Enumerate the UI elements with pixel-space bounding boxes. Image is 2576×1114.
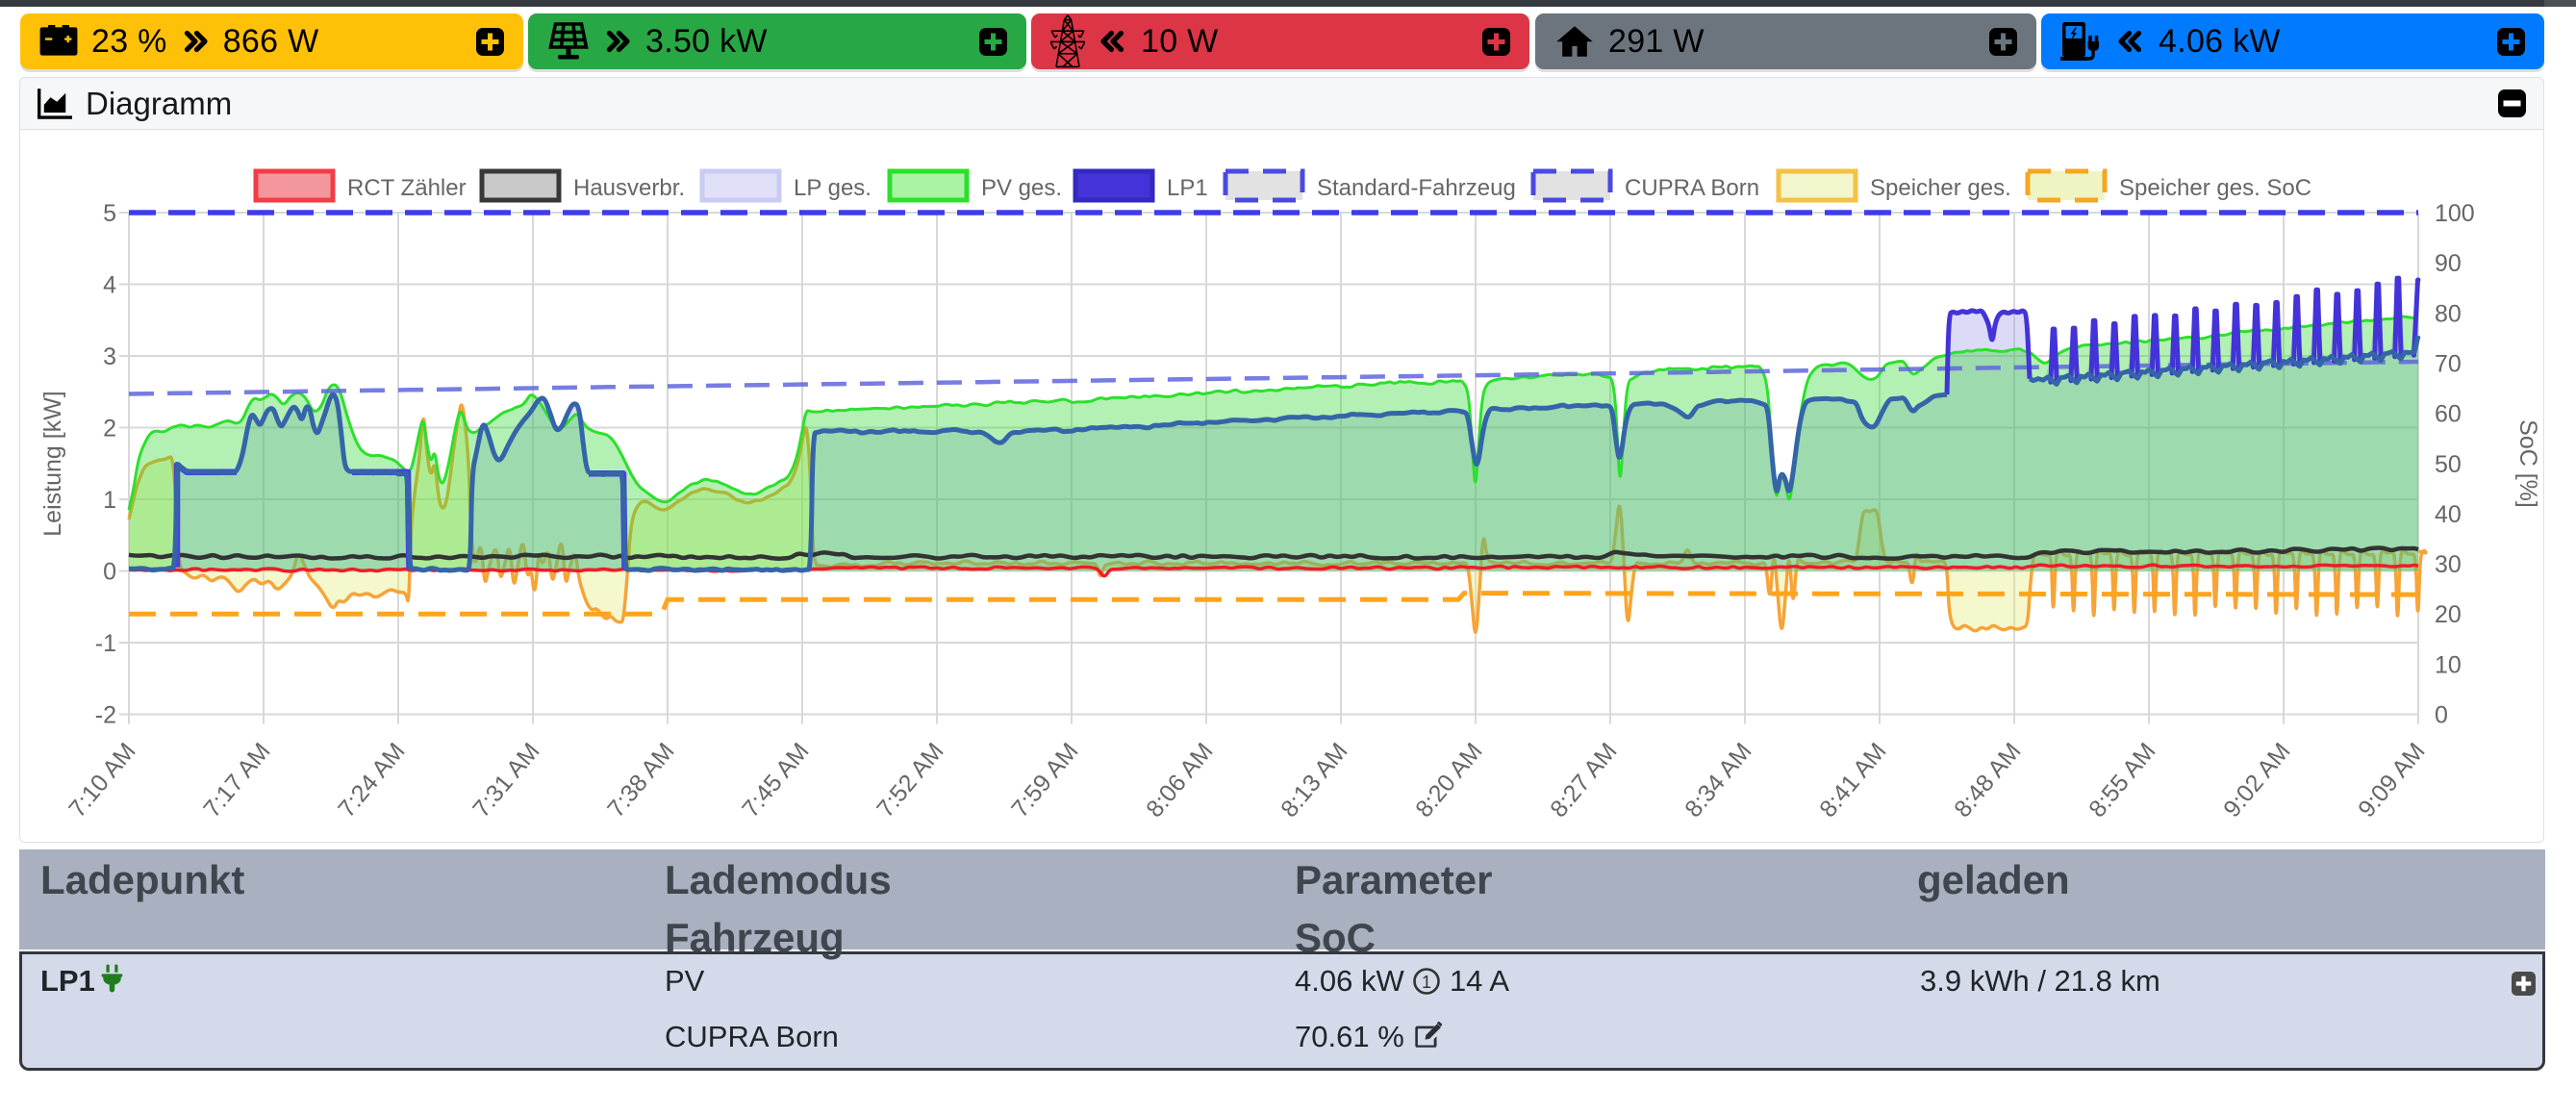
svg-text:8:34 AM: 8:34 AM [1679, 738, 1756, 823]
svg-text:LP1: LP1 [1167, 175, 1208, 201]
svg-text:7:24 AM: 7:24 AM [333, 738, 410, 823]
svg-text:4: 4 [103, 272, 116, 299]
svg-text:1: 1 [103, 487, 116, 514]
svg-text:100: 100 [2435, 200, 2475, 227]
svg-text:0: 0 [103, 559, 116, 586]
svg-text:50: 50 [2435, 451, 2462, 478]
svg-text:Standard-Fahrzeug: Standard-Fahrzeug [1317, 175, 1516, 201]
svg-text:8:27 AM: 8:27 AM [1545, 738, 1622, 823]
svg-text:8:20 AM: 8:20 AM [1410, 738, 1487, 823]
svg-text:80: 80 [2435, 300, 2462, 327]
svg-text:-2: -2 [95, 702, 116, 729]
svg-text:3: 3 [103, 343, 116, 370]
svg-text:10: 10 [2435, 651, 2462, 678]
svg-text:70: 70 [2435, 350, 2462, 377]
svg-text:9:09 AM: 9:09 AM [2353, 738, 2430, 823]
svg-text:7:38 AM: 7:38 AM [602, 738, 679, 823]
svg-text:9:02 AM: 9:02 AM [2218, 738, 2295, 823]
svg-text:LP ges.: LP ges. [794, 175, 871, 201]
svg-text:Leistung [kW]: Leistung [kW] [39, 391, 66, 536]
svg-text:7:10 AM: 7:10 AM [63, 738, 140, 823]
svg-text:2: 2 [103, 416, 116, 443]
svg-text:7:59 AM: 7:59 AM [1006, 738, 1083, 823]
svg-text:8:13 AM: 8:13 AM [1275, 738, 1352, 823]
svg-text:20: 20 [2435, 601, 2462, 628]
svg-text:7:52 AM: 7:52 AM [871, 738, 948, 823]
svg-text:60: 60 [2435, 401, 2462, 428]
svg-text:RCT Zähler: RCT Zähler [347, 175, 467, 201]
svg-text:8:41 AM: 8:41 AM [1814, 738, 1891, 823]
svg-text:-1: -1 [95, 630, 116, 657]
svg-text:PV ges.: PV ges. [981, 175, 1062, 201]
svg-text:30: 30 [2435, 551, 2462, 578]
svg-text:8:55 AM: 8:55 AM [2084, 738, 2160, 823]
svg-text:7:17 AM: 7:17 AM [198, 738, 275, 823]
svg-text:SoC [%]: SoC [%] [2514, 419, 2541, 508]
svg-text:1: 1 [1422, 973, 1431, 992]
svg-text:90: 90 [2435, 250, 2462, 277]
svg-text:Speicher ges.: Speicher ges. [1870, 175, 2011, 201]
svg-text:8:06 AM: 8:06 AM [1141, 738, 1218, 823]
svg-text:7:45 AM: 7:45 AM [737, 738, 814, 823]
svg-text:7:31 AM: 7:31 AM [467, 738, 544, 823]
svg-text:0: 0 [2435, 702, 2448, 729]
svg-text:5: 5 [103, 200, 116, 227]
svg-text:40: 40 [2435, 501, 2462, 528]
svg-text:8:48 AM: 8:48 AM [1949, 738, 2026, 823]
svg-text:CUPRA Born: CUPRA Born [1625, 175, 1759, 201]
svg-text:Hausverbr.: Hausverbr. [573, 175, 685, 201]
svg-text:Speicher ges. SoC: Speicher ges. SoC [2119, 175, 2311, 201]
